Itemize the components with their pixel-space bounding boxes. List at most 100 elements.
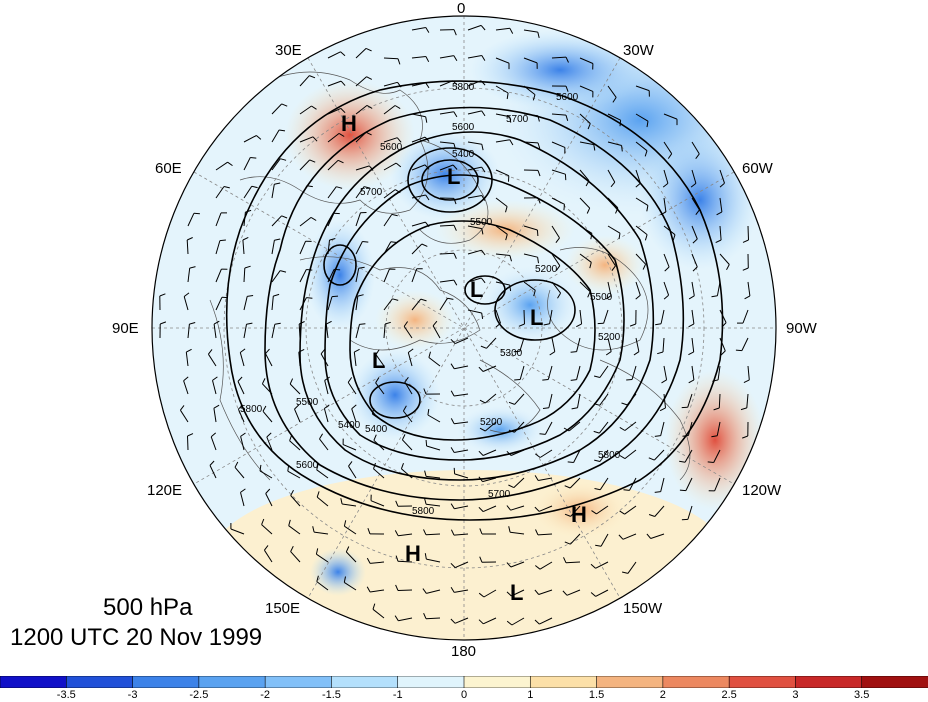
wind-barb bbox=[454, 337, 469, 345]
colorbar bbox=[0, 676, 928, 688]
wind-barb bbox=[511, 617, 525, 626]
wind-barb-flag bbox=[564, 513, 571, 517]
longitude-label-150e: 150E bbox=[265, 600, 301, 617]
wind-barb-flag bbox=[245, 209, 252, 213]
wind-barb bbox=[514, 393, 525, 405]
wind-barb-flag bbox=[481, 55, 486, 61]
wind-barb bbox=[187, 268, 191, 283]
wind-barb-flag bbox=[506, 450, 512, 456]
wind-barb bbox=[467, 110, 482, 115]
wind-barb bbox=[467, 225, 482, 230]
wind-barb-flag bbox=[427, 409, 430, 416]
wind-barb-flag bbox=[247, 295, 254, 297]
wind-barb-flag bbox=[453, 29, 457, 36]
wind-barb-flag bbox=[646, 205, 649, 212]
wind-barb-flag bbox=[615, 207, 619, 214]
wind-barb bbox=[453, 533, 469, 536]
wind-barb-flag bbox=[567, 461, 574, 463]
wind-barb-flag bbox=[692, 266, 698, 272]
wind-barb-flag bbox=[183, 292, 190, 297]
pressure-center-low: L bbox=[447, 164, 460, 189]
wind-barb-flag bbox=[395, 500, 399, 507]
map-boundary bbox=[151, 15, 777, 641]
wind-barb-flag bbox=[238, 404, 244, 410]
wind-barb-flag bbox=[506, 620, 513, 626]
wind-barb bbox=[320, 353, 329, 367]
wind-barb-flag bbox=[711, 435, 718, 438]
wind-barb-flag bbox=[366, 76, 373, 80]
wind-barb bbox=[426, 558, 441, 563]
wind-barb-flag bbox=[244, 265, 251, 269]
wind-barb-flag bbox=[240, 348, 246, 353]
wind-barb bbox=[454, 421, 469, 425]
wind-barb-flag bbox=[711, 295, 718, 298]
wind-barb bbox=[454, 473, 469, 479]
wind-barb-flag bbox=[450, 503, 455, 509]
wind-barb-flag bbox=[593, 375, 601, 378]
contour-label: 5200 bbox=[535, 264, 558, 275]
wind-barb-flag bbox=[279, 129, 286, 132]
wind-barb-flag bbox=[281, 215, 288, 219]
wind-barb bbox=[375, 382, 385, 395]
wind-barb-flag bbox=[654, 435, 661, 437]
wind-barb-flag bbox=[557, 292, 562, 299]
wind-barb-flag bbox=[403, 321, 409, 327]
colorbar-swatch bbox=[331, 676, 399, 688]
wind-barb-flag bbox=[719, 182, 725, 188]
wind-barb bbox=[747, 225, 749, 241]
wind-barb-flag bbox=[425, 439, 428, 447]
wind-barb bbox=[685, 477, 693, 491]
colorbar-tick-label: 1 bbox=[527, 689, 534, 701]
wind-barb bbox=[289, 440, 301, 451]
wind-barb-flag bbox=[351, 404, 357, 410]
wind-barb bbox=[187, 324, 190, 339]
colorbar-tick-label: -1 bbox=[392, 689, 403, 701]
wind-barb-flag bbox=[576, 323, 582, 328]
wind-barb-flag bbox=[514, 379, 521, 381]
wind-barb bbox=[383, 214, 393, 227]
pressure-center-low: L bbox=[510, 580, 523, 605]
contour-label: 5600 bbox=[380, 142, 403, 153]
wind-barb-flag bbox=[320, 348, 326, 355]
wind-barb-flag bbox=[735, 349, 742, 352]
wind-barb-flag bbox=[509, 28, 514, 34]
wind-barb bbox=[467, 80, 482, 87]
wind-barb bbox=[607, 141, 622, 146]
wind-barb-flag bbox=[479, 399, 486, 404]
polar-map: 5800 5700 5600 5400 5500 5200 5300 5700 … bbox=[151, 15, 777, 641]
wind-barb-flag bbox=[390, 241, 397, 243]
wind-barb bbox=[635, 113, 649, 122]
wind-barb-flag bbox=[654, 491, 661, 493]
contour-label-group: 5800 5700 5600 5400 5500 5200 5300 5700 … bbox=[240, 82, 621, 517]
wind-barb bbox=[299, 297, 307, 311]
wind-barb-flag bbox=[619, 510, 625, 515]
wind-barb bbox=[294, 408, 301, 423]
wind-barb-flag bbox=[667, 153, 673, 159]
contour-label: 5600 bbox=[452, 122, 475, 133]
wind-barb-flag bbox=[453, 55, 458, 62]
wind-barb bbox=[483, 617, 497, 625]
contour-label: 5700 bbox=[360, 187, 383, 198]
wind-barb-flag bbox=[642, 263, 647, 270]
wind-barb-flag bbox=[635, 294, 641, 300]
wind-barb-flag bbox=[646, 533, 652, 539]
wind-barb-flag bbox=[742, 267, 749, 271]
wind-barb-flag bbox=[340, 108, 346, 114]
wind-barb-flag bbox=[394, 189, 401, 194]
wind-barb bbox=[299, 136, 314, 143]
wind-barb bbox=[426, 503, 441, 507]
wind-barb bbox=[383, 57, 399, 60]
wind-barb bbox=[299, 217, 312, 227]
contour-label: 5800 bbox=[598, 450, 621, 461]
wind-barb-flag bbox=[478, 450, 484, 456]
wind-barb-flag bbox=[375, 349, 380, 355]
colorbar-tick-label: 3.5 bbox=[854, 689, 870, 701]
longitude-label-180: 180 bbox=[451, 643, 477, 660]
wind-barb bbox=[316, 581, 329, 591]
wind-barb-flag bbox=[219, 239, 226, 242]
wind-barb bbox=[627, 561, 637, 574]
wind-barb-flag bbox=[612, 97, 617, 103]
wind-barb-flag bbox=[159, 293, 166, 297]
wind-barb bbox=[579, 309, 583, 324]
wind-barb-flag bbox=[589, 262, 592, 269]
